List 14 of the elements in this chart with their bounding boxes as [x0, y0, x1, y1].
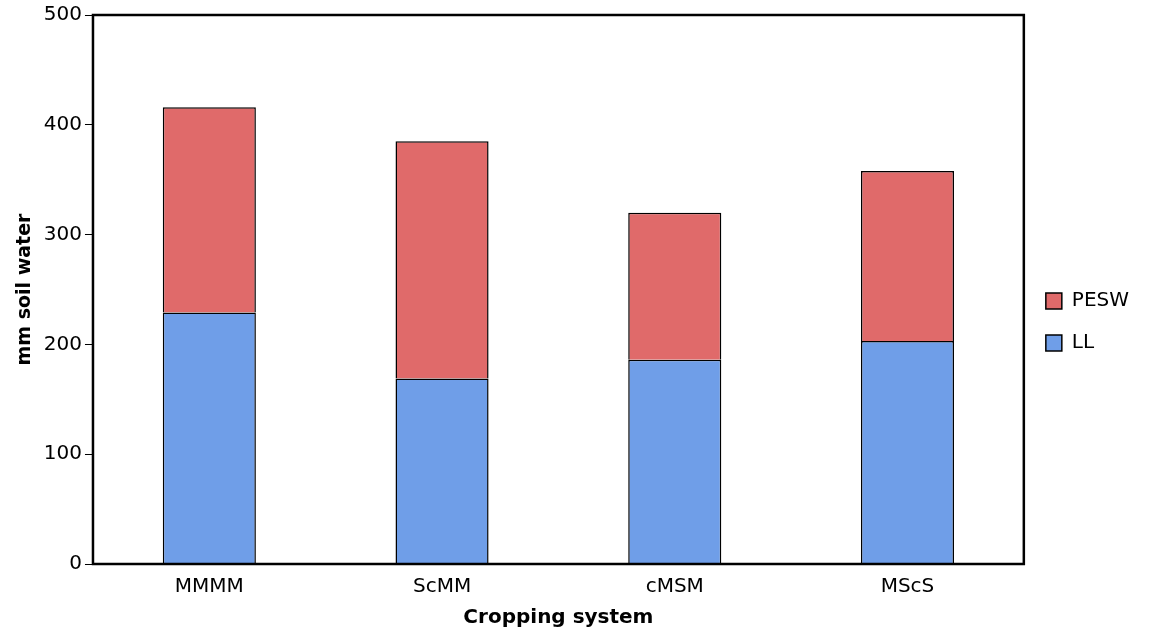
y-tick-label: 0 — [69, 550, 82, 575]
x-axis-title: Cropping system — [463, 604, 654, 629]
y-axis-title: mm soil water — [12, 212, 35, 366]
x-tick-label: cMSM — [645, 573, 704, 598]
y-tick-label: 500 — [43, 1, 82, 26]
x-tick-label: ScMM — [412, 573, 472, 598]
legend-label: PESW — [1071, 287, 1130, 312]
legend-label: LL — [1071, 329, 1095, 354]
y-tick-label: 100 — [43, 440, 82, 465]
y-tick-label: 400 — [43, 111, 82, 135]
y-tick-label: 300 — [43, 220, 82, 245]
y-tick-label: 200 — [43, 330, 82, 355]
x-tick-label: MMMM — [174, 573, 244, 598]
x-tick-label: MScS — [880, 573, 935, 598]
